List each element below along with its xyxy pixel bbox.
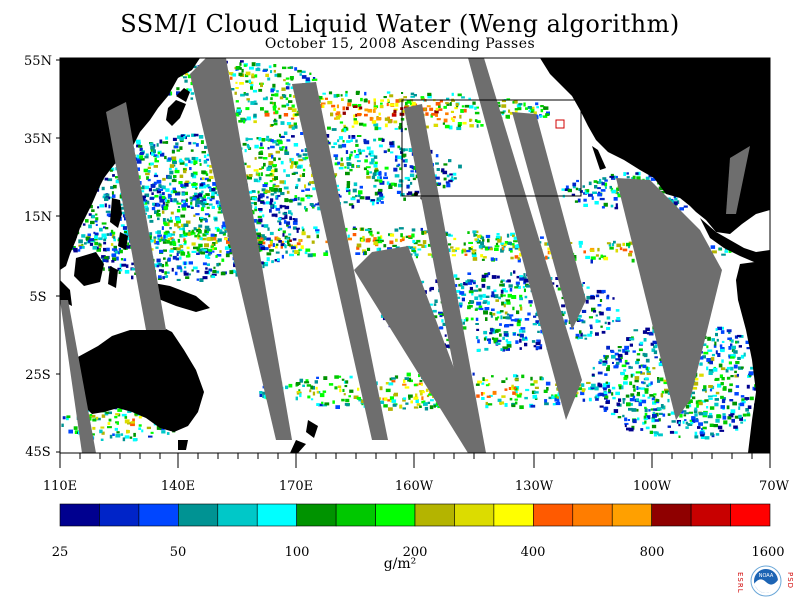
land-baja	[592, 146, 606, 170]
land-japan-2	[176, 88, 190, 102]
colorbar-label: 200	[403, 545, 428, 560]
lat-label: 15N	[24, 210, 52, 225]
lon-labels: 110E 140E 170E 160W 130W 100W 70W	[43, 479, 790, 494]
lon-label: 100W	[633, 479, 672, 494]
land-borneo	[74, 252, 104, 286]
colorbar-swatch	[99, 503, 140, 527]
lon-label: 70W	[759, 479, 790, 494]
colorbar-swatch	[138, 503, 179, 527]
lat-label: 45S	[25, 445, 50, 460]
colorbar-swatch	[454, 503, 495, 527]
land-philippines-2	[118, 232, 128, 250]
lon-label: 160W	[395, 479, 434, 494]
colorbar	[59, 503, 771, 527]
land-hawaii	[414, 192, 418, 196]
colorbar-swatch	[690, 503, 731, 527]
swath-gap-5	[354, 246, 486, 453]
map-subtitle: October 15, 2008 Ascending Passes	[264, 36, 536, 52]
land-sumatra	[60, 280, 72, 306]
colorbar-label: 800	[640, 545, 665, 560]
colorbar-label: 25	[52, 545, 69, 560]
lat-label: 55N	[24, 54, 52, 69]
colorbar-swatch	[256, 503, 297, 527]
region-box	[401, 99, 582, 197]
swath-gap-2	[106, 102, 166, 330]
colorbar-swatch	[414, 503, 455, 527]
colorbar-label: 1600	[751, 545, 784, 560]
land-asia	[60, 58, 200, 270]
swath-gaps	[60, 58, 750, 453]
swath-gap-1	[60, 300, 96, 453]
swath-gap-3	[190, 58, 292, 440]
lon-label: 130W	[515, 479, 554, 494]
colorbar-unit: g/m²	[383, 556, 417, 572]
colorbar-swatch	[178, 503, 219, 527]
lat-axis: 55N 35N 15N 5S 25S 45S	[24, 54, 60, 460]
swath-gap-4	[292, 82, 388, 440]
lat-label: 5S	[29, 290, 46, 305]
land-tasmania	[178, 440, 188, 450]
map-frame	[59, 57, 771, 454]
colorbar-label: 50	[170, 545, 187, 560]
land-north-america	[540, 58, 770, 234]
lon-label: 140E	[161, 479, 195, 494]
swath-gap-10	[726, 146, 750, 214]
land-new-zealand-2	[290, 440, 306, 453]
land-new-zealand	[306, 420, 318, 438]
colorbar-swatch	[651, 503, 692, 527]
land-south-america	[736, 260, 770, 453]
logo-right-letters: PSD	[786, 572, 794, 589]
land-central-america	[700, 218, 770, 262]
colorbar-swatch	[493, 503, 534, 527]
colorbar-swatch	[296, 503, 337, 527]
colorbar-labels: 25 50 100 200 400 800 1600	[52, 545, 785, 560]
lon-axis	[59, 453, 771, 468]
land-australia	[76, 326, 204, 432]
lon-label: 170E	[279, 479, 313, 494]
noaa-logo: ESRL NOAA PSD	[736, 565, 794, 597]
colorbar-swatch	[335, 503, 376, 527]
colorbar-swatch	[572, 503, 613, 527]
logo-left-letters: ESRL	[736, 572, 744, 594]
colorbar-label: 400	[521, 545, 546, 560]
swath-gap-9	[616, 178, 722, 420]
swath-gap-6	[404, 104, 486, 453]
colorbar-swatch	[533, 503, 574, 527]
colorbar-swatch	[59, 503, 100, 527]
swath-gap-7	[468, 58, 582, 420]
lat-label: 25S	[25, 368, 50, 383]
colorbar-swatch	[730, 503, 771, 527]
land-sulawesi	[108, 266, 118, 288]
colorbar-swatch	[611, 503, 652, 527]
land-masses	[60, 58, 770, 453]
land-japan	[166, 100, 186, 126]
logo-center-text: NOAA	[759, 573, 774, 579]
colorbar-swatch	[217, 503, 258, 527]
swath-gap-8	[512, 112, 586, 330]
lon-label: 110E	[43, 479, 77, 494]
colorbar-swatch	[375, 503, 416, 527]
colorbar-label: 100	[285, 545, 310, 560]
map-title: SSM/I Cloud Liquid Water (Weng algorithm…	[120, 10, 680, 38]
land-new-guinea	[148, 282, 210, 312]
land-philippines	[110, 198, 122, 228]
region-marker	[555, 119, 565, 129]
lat-label: 35N	[24, 132, 52, 147]
